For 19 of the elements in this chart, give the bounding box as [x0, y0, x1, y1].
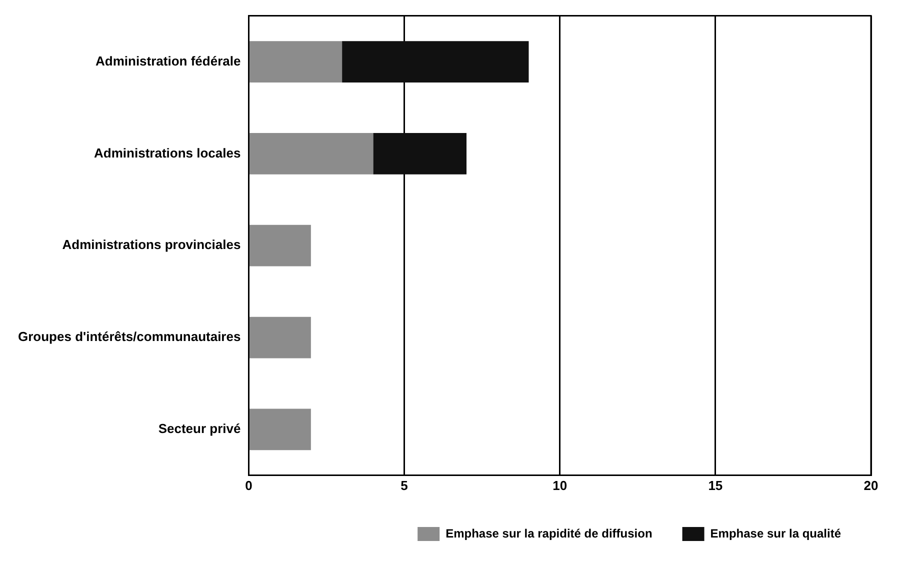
legend-label: Emphase sur la rapidité de diffusion [446, 526, 652, 540]
bar [342, 41, 529, 82]
x-tick-label: 5 [400, 478, 408, 493]
legend-label: Emphase sur la qualité [710, 526, 842, 540]
x-tick-label: 0 [245, 478, 252, 493]
x-tick-label: 10 [552, 478, 568, 493]
bar [373, 133, 467, 174]
x-tick-label: 15 [708, 478, 723, 493]
bar [249, 224, 311, 266]
y-tick-label: Administrations provinciales [62, 237, 241, 252]
y-tick-label: Secteur privé [158, 421, 241, 436]
bar [249, 316, 311, 358]
y-tick-label: Administrations locales [94, 145, 241, 160]
bar [249, 133, 374, 174]
bar [249, 41, 342, 82]
y-tick-label: Administration fédérale [96, 53, 241, 68]
x-tick-label: 20 [864, 478, 878, 493]
y-tick-label: Groupes d'intérêts/communautaires [18, 329, 241, 344]
bar [249, 408, 311, 450]
